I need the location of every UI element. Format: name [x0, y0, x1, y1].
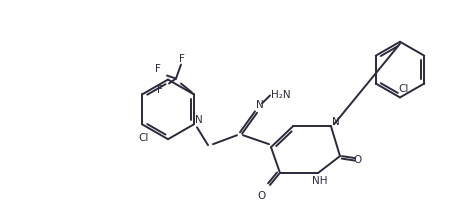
Text: N: N — [332, 117, 340, 127]
Text: F: F — [155, 64, 161, 74]
Text: N: N — [256, 100, 264, 110]
Text: Cl: Cl — [139, 133, 149, 143]
Text: H₂N: H₂N — [271, 90, 290, 100]
Text: NH: NH — [312, 176, 328, 186]
Text: Cl: Cl — [399, 84, 409, 95]
Text: F: F — [179, 54, 185, 64]
Text: N: N — [195, 115, 203, 125]
Text: O: O — [257, 191, 265, 201]
Text: O: O — [354, 155, 362, 165]
Text: F: F — [157, 85, 163, 96]
